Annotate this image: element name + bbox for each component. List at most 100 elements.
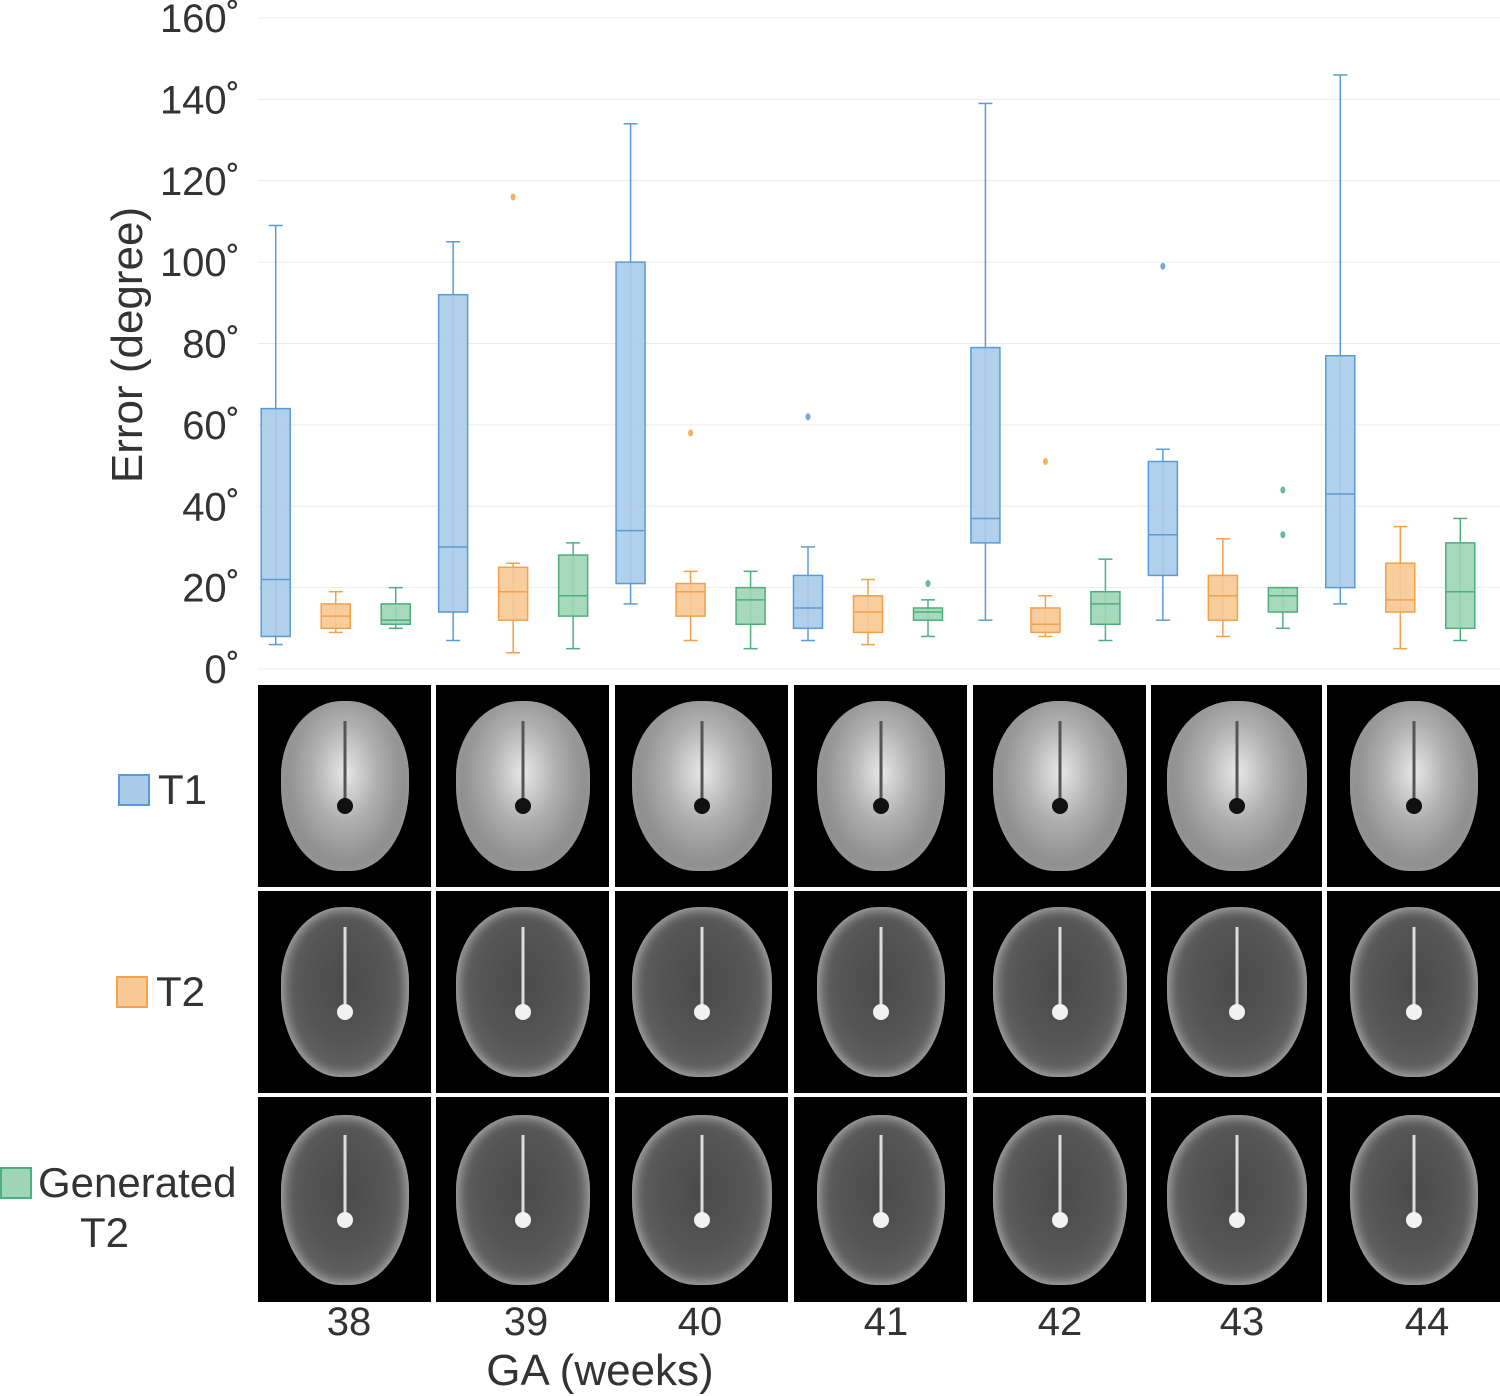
x-tick-label: 42: [1037, 1300, 1083, 1344]
outlier-point: [1280, 531, 1286, 539]
box-t2: [1207, 574, 1239, 621]
legend-t1: T1: [118, 766, 207, 814]
box-generated-t2: [912, 607, 944, 621]
brain-image: [1151, 685, 1322, 887]
box-generated-t2: [735, 586, 766, 625]
brain-ventricle: [336, 1211, 353, 1228]
brain-image: [973, 685, 1146, 887]
brain-midline: [1058, 1134, 1061, 1217]
legend-generated-t2-label-line1: Generated: [38, 1159, 237, 1206]
box-t2: [1030, 607, 1061, 634]
brain-scan-shape: [1349, 701, 1478, 871]
brain-ventricle: [1228, 798, 1245, 815]
brain-ventricle: [1405, 1004, 1422, 1021]
brain-scan-shape: [816, 907, 945, 1077]
brain-image: [794, 1097, 967, 1302]
brain-scan-shape: [1166, 1114, 1307, 1285]
brain-image: [615, 891, 788, 1093]
y-tick-label: 80˚: [182, 323, 240, 367]
brain-image: [436, 1097, 609, 1302]
brain-midline: [343, 721, 346, 803]
brain-scan-shape: [280, 907, 409, 1077]
brain-midline: [1235, 721, 1238, 803]
brain-image: [794, 891, 967, 1093]
brain-scan-shape: [280, 1114, 409, 1285]
brain-midline: [1412, 721, 1415, 803]
brain-midline: [700, 927, 703, 1009]
box-t1: [970, 346, 1001, 544]
brain-image: [1327, 685, 1500, 887]
brain-midline: [521, 1134, 524, 1217]
brain-ventricle: [1228, 1004, 1245, 1021]
brain-midline: [343, 1134, 346, 1217]
brain-scan-shape: [1166, 907, 1307, 1077]
y-tick-label: 0˚: [204, 648, 240, 690]
brain-midline: [1058, 721, 1061, 803]
brain-scan-shape: [455, 701, 590, 871]
brain-ventricle: [1051, 1004, 1068, 1021]
x-tick-label: 40: [677, 1300, 723, 1344]
brain-ventricle: [514, 1004, 531, 1021]
brain-image: [258, 685, 431, 887]
outlier-point: [510, 193, 516, 201]
box-t1: [1325, 354, 1356, 589]
y-tick-label: 140˚: [160, 78, 240, 122]
brain-midline: [700, 721, 703, 803]
outlier-point: [1160, 262, 1166, 270]
box-generated-t2: [380, 603, 411, 625]
brain-ventricle: [872, 798, 889, 815]
x-tick-label: 44: [1404, 1300, 1450, 1344]
legend-generated-t2-swatch: [0, 1167, 32, 1199]
brain-ventricle: [514, 1211, 531, 1228]
outlier-point: [1280, 486, 1286, 494]
brain-image: [436, 891, 609, 1093]
brain-midline: [879, 927, 882, 1009]
x-tick-label: 41: [863, 1300, 909, 1344]
brain-scan-shape: [455, 907, 590, 1077]
box-t2: [497, 566, 529, 621]
legend-generated-t2-label-line2: T2: [80, 1209, 130, 1256]
brain-scan-shape: [992, 701, 1127, 871]
brain-ventricle: [1228, 1211, 1245, 1228]
brain-midline: [1412, 927, 1415, 1009]
box-generated-t2: [557, 554, 589, 617]
legend-t2-label: T2: [156, 968, 206, 1015]
brain-image: [1151, 891, 1322, 1093]
brain-image: [794, 685, 967, 887]
box-t2: [675, 582, 706, 617]
brain-image: [258, 1097, 431, 1302]
x-tick-label: 38: [326, 1300, 372, 1344]
brain-scan-shape: [992, 1114, 1127, 1285]
brain-image: [1151, 1097, 1322, 1302]
brain-image-grid: [258, 685, 1500, 1302]
y-tick-label: 160˚: [160, 0, 240, 41]
box-t1: [260, 407, 291, 638]
brain-scan-shape: [1349, 1114, 1478, 1285]
brain-midline: [1235, 927, 1238, 1009]
brain-image: [973, 1097, 1146, 1302]
brain-ventricle: [1405, 798, 1422, 815]
brain-scan-shape: [816, 701, 945, 871]
box-t2: [1385, 562, 1416, 613]
brain-ventricle: [514, 798, 531, 815]
box-t1: [437, 293, 469, 613]
brain-scan-shape: [631, 907, 772, 1077]
brain-ventricle: [693, 1211, 710, 1228]
y-axis-title: Error (degree): [103, 207, 152, 483]
box-t1: [615, 261, 646, 585]
legend-t2: T2: [116, 968, 205, 1016]
box-t2: [852, 595, 884, 634]
brain-midline: [1235, 1134, 1238, 1217]
brain-scan-shape: [992, 907, 1127, 1077]
brain-midline: [521, 927, 524, 1009]
brain-scan-shape: [280, 701, 409, 871]
brain-image: [258, 891, 431, 1093]
brain-midline: [1058, 927, 1061, 1009]
box-generated-t2: [1090, 590, 1121, 625]
legend-t2-swatch: [116, 976, 148, 1008]
outlier-point: [688, 429, 694, 437]
brain-image: [1327, 891, 1500, 1093]
y-tick-label: 60˚: [182, 404, 240, 448]
legend-t1-label: T1: [158, 766, 208, 813]
brain-scan-shape: [1349, 907, 1478, 1077]
